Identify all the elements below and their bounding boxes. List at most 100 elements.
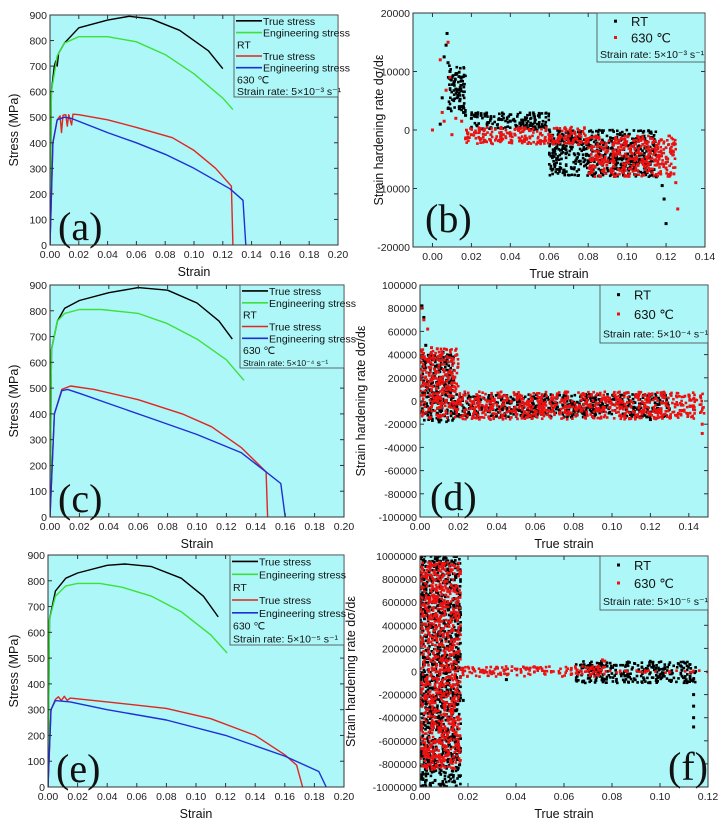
y-tick-label: 700 <box>27 602 45 614</box>
band-marker <box>445 420 448 424</box>
data-point <box>460 119 464 123</box>
data-point <box>547 128 551 132</box>
band-marker <box>531 410 534 414</box>
band-marker <box>475 393 478 396</box>
band-marker <box>426 382 429 386</box>
data-point <box>576 137 580 141</box>
band-marker <box>522 124 526 128</box>
band-marker <box>593 414 596 418</box>
band-marker <box>441 388 445 392</box>
band-marker <box>468 397 471 401</box>
band-marker <box>539 398 543 402</box>
band-marker <box>449 735 453 739</box>
band-marker <box>610 403 614 406</box>
band-marker <box>656 410 660 414</box>
band-marker <box>600 406 603 409</box>
band-marker <box>591 174 595 178</box>
band-marker <box>437 714 441 718</box>
band-marker <box>422 757 426 761</box>
band-marker <box>456 727 459 731</box>
band-marker <box>501 415 504 419</box>
band-marker <box>615 161 618 165</box>
band-marker <box>426 737 429 740</box>
band-marker <box>648 659 652 663</box>
band-marker <box>532 140 535 144</box>
band-marker <box>422 394 426 397</box>
band-marker <box>421 591 424 594</box>
band-marker <box>548 415 551 418</box>
band-marker <box>619 157 622 160</box>
legend-label: Engineering stress <box>269 333 356 345</box>
legend-label: Engineering stress <box>263 28 350 40</box>
band-marker <box>640 152 643 155</box>
band-marker <box>579 135 583 138</box>
band-marker <box>665 677 669 680</box>
band-marker <box>574 137 577 141</box>
band-marker <box>554 406 558 409</box>
band-marker <box>671 401 674 405</box>
band-marker <box>583 411 586 415</box>
band-marker <box>455 402 458 406</box>
band-marker <box>500 398 503 401</box>
band-marker <box>543 402 546 406</box>
band-marker <box>701 406 704 409</box>
band-marker <box>694 666 697 669</box>
band-marker <box>577 129 581 132</box>
band-marker <box>454 401 458 404</box>
band-marker <box>444 411 448 415</box>
band-marker <box>665 400 669 404</box>
band-marker <box>452 774 455 777</box>
band-marker <box>423 400 427 404</box>
band-marker <box>445 780 448 784</box>
band-marker <box>424 648 428 652</box>
band-marker <box>433 370 437 373</box>
band-marker <box>464 109 467 112</box>
band-marker <box>602 393 605 397</box>
band-marker <box>498 131 501 134</box>
band-marker <box>496 407 499 411</box>
band-marker <box>537 123 541 126</box>
band-marker <box>447 742 450 746</box>
band-marker <box>424 769 428 772</box>
band-marker <box>459 747 462 750</box>
band-marker <box>562 143 565 147</box>
band-marker <box>479 398 483 401</box>
chart-panel-d: 0.00 0.02 0.04 0.06 0.08 0.10 0.12 0.14-100000-… <box>354 280 709 551</box>
band-marker <box>533 121 536 125</box>
band-marker <box>658 398 662 402</box>
band-marker <box>660 401 663 404</box>
band-marker <box>564 130 568 133</box>
band-marker <box>481 411 484 415</box>
band-marker <box>656 399 659 402</box>
band-marker <box>613 160 616 164</box>
band-marker <box>507 141 511 144</box>
band-marker <box>579 159 582 163</box>
band-marker <box>507 115 511 118</box>
band-marker <box>453 97 456 101</box>
band-marker <box>530 124 534 128</box>
band-marker <box>420 556 424 558</box>
band-marker <box>474 395 478 399</box>
band-marker <box>659 391 663 394</box>
band-marker <box>464 110 467 114</box>
band-marker <box>459 626 462 630</box>
band-marker <box>426 760 430 764</box>
band-marker <box>617 398 620 401</box>
band-marker <box>554 407 558 411</box>
band-marker <box>643 141 647 145</box>
band-marker <box>671 150 675 154</box>
x-tick-label: 0.18 <box>299 249 320 261</box>
band-marker <box>442 695 445 699</box>
band-marker <box>440 414 444 418</box>
band-marker <box>693 671 697 675</box>
band-marker <box>479 112 483 115</box>
band-marker <box>422 366 426 370</box>
band-marker <box>499 133 502 136</box>
band-marker <box>615 680 618 683</box>
band-marker <box>447 388 450 391</box>
band-marker <box>459 610 462 614</box>
band-marker <box>638 410 641 414</box>
band-marker <box>485 403 488 407</box>
band-marker <box>436 406 439 410</box>
